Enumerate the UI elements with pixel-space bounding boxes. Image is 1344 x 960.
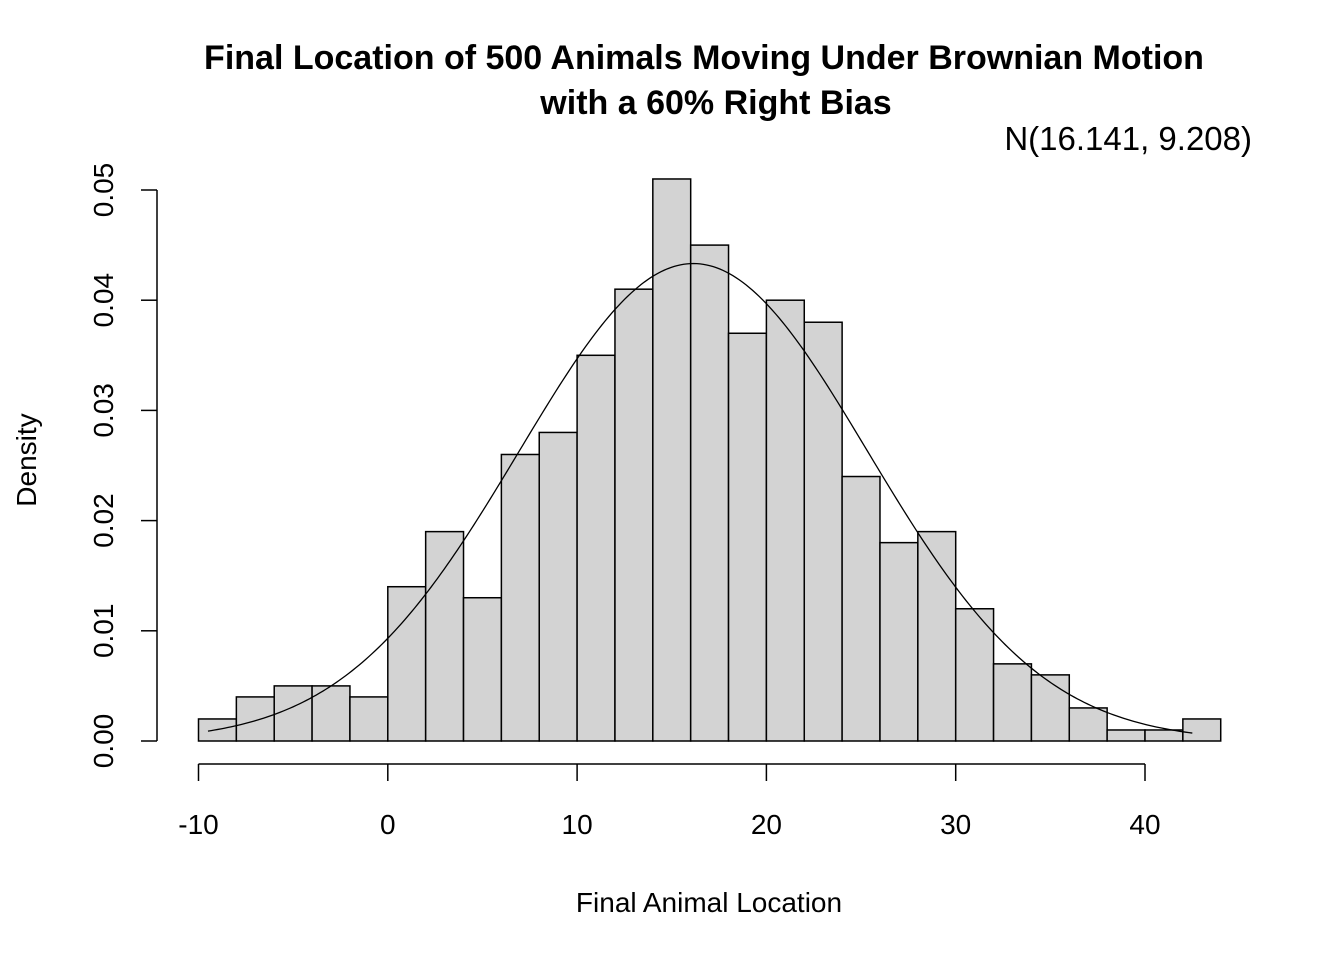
histogram-bar — [273, 685, 313, 742]
histogram-bar — [689, 244, 730, 742]
histogram-bar — [538, 431, 578, 742]
histogram-bar — [1068, 707, 1108, 742]
x-axis-label: Final Animal Location — [576, 887, 842, 918]
histogram-bar — [349, 696, 389, 742]
x-tick-label: -10 — [178, 809, 218, 840]
y-tick-label: 0.04 — [88, 273, 119, 328]
histogram-bar — [424, 530, 465, 742]
chart-title-line2: with a 60% Right Bias — [539, 84, 891, 122]
histogram-bar — [954, 608, 995, 742]
x-tick-label: 40 — [1129, 809, 1160, 840]
histogram-bar — [765, 299, 806, 742]
histogram-bar — [652, 178, 692, 742]
histogram-bar — [1182, 718, 1222, 742]
y-tick-label: 0.03 — [88, 383, 119, 438]
y-tick-label: 0.00 — [88, 714, 119, 769]
histogram-bar — [311, 685, 351, 742]
histogram-bar — [614, 288, 654, 742]
histogram-bar — [917, 530, 957, 742]
histogram-bar — [841, 475, 881, 742]
y-axis: 0.00 0.01 0.02 0.03 0.04 0.05 — [88, 163, 158, 769]
x-tick-label: 0 — [380, 809, 396, 840]
histogram-bar — [1144, 729, 1184, 742]
y-tick-label: 0.05 — [88, 163, 119, 218]
histogram-bars — [197, 178, 1222, 742]
histogram-bar — [992, 663, 1033, 742]
histogram-bar — [500, 453, 540, 742]
normal-density-curve — [207, 262, 1193, 734]
histogram-bar — [1106, 729, 1146, 742]
histogram-bar — [803, 321, 843, 742]
x-axis: -10 0 10 20 30 40 — [178, 763, 1161, 840]
histogram-bar — [879, 541, 919, 742]
x-tick-label: 20 — [751, 809, 782, 840]
histogram-bar — [235, 696, 275, 742]
histogram-bar — [576, 354, 616, 742]
x-tick-label: 10 — [562, 809, 593, 840]
histogram-bar — [462, 596, 503, 742]
x-tick-label: 30 — [940, 809, 971, 840]
distribution-annotation: N(16.141, 9.208) — [1004, 120, 1252, 157]
y-tick-label: 0.02 — [88, 493, 119, 548]
histogram-bar — [727, 332, 768, 742]
chart-title-line1: Final Location of 500 Animals Moving Und… — [204, 39, 1204, 77]
histogram-bar — [387, 585, 427, 742]
y-axis-label: Density — [11, 413, 42, 506]
density-curve-layer — [207, 262, 1193, 734]
histogram-bar — [1030, 674, 1071, 742]
y-tick-label: 0.01 — [88, 604, 119, 659]
